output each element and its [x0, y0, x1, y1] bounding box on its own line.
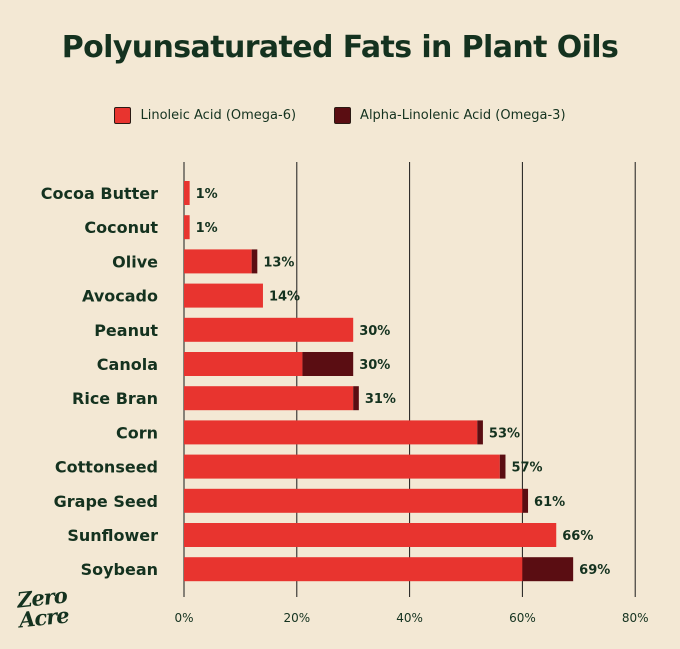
legend-swatch-omega3 [334, 107, 352, 124]
value-label: 14% [269, 290, 300, 305]
value-label: 31% [365, 392, 396, 407]
bar-omega6 [184, 317, 354, 342]
category-label: Cottonseed [55, 458, 158, 477]
category-label: Sunflower [67, 526, 158, 545]
legend-label-omega3: Alpha-Linolenic Acid (Omega-3) [360, 108, 566, 123]
bar-omega3 [353, 386, 359, 411]
bar-omega3 [477, 420, 483, 445]
bar-omega6 [184, 215, 190, 240]
category-label: Cocoa Butter [41, 184, 158, 203]
bar-omega3 [251, 249, 258, 274]
x-tick-label: 80% [622, 611, 649, 625]
category-label: Avocado [82, 287, 158, 306]
legend-item-omega6: Linoleic Acid (Omega-6) [114, 107, 296, 124]
x-tick-label: 0% [174, 611, 193, 625]
value-label: 13% [263, 255, 294, 270]
category-label: Grape Seed [54, 492, 158, 511]
value-label: 66% [562, 529, 593, 544]
bar-omega6 [184, 557, 523, 582]
bar-omega6 [184, 352, 303, 376]
legend: Linoleic Acid (Omega-6) Alpha-Linolenic … [0, 107, 680, 124]
bar-omega6 [184, 283, 263, 308]
bar-omega6 [184, 181, 190, 205]
zero-acre-logo: Zero Acre [16, 583, 70, 633]
bar-omega3 [302, 352, 354, 376]
bar-omega3 [522, 557, 574, 582]
category-label: Canola [97, 355, 158, 374]
category-label: Soybean [81, 560, 158, 579]
bar-omega6 [184, 523, 557, 547]
value-label: 61% [534, 495, 565, 510]
chart-title: Polyunsaturated Fats in Plant Oils [61, 30, 619, 65]
legend-item-omega3: Alpha-Linolenic Acid (Omega-3) [334, 107, 566, 124]
value-label: 1% [196, 187, 218, 202]
x-tick-label: 60% [509, 611, 536, 625]
logo-line-2: Acre [17, 602, 70, 633]
bar-omega6 [184, 386, 354, 411]
category-label: Rice Bran [72, 389, 158, 408]
x-tick-label: 20% [283, 611, 310, 625]
bar-omega6 [184, 488, 523, 513]
bar-omega6 [184, 420, 478, 445]
bar-omega3 [522, 488, 529, 513]
category-label: Corn [116, 423, 158, 442]
value-label: 53% [489, 426, 520, 441]
category-label: Coconut [84, 218, 158, 237]
legend-swatch-omega6 [114, 107, 132, 124]
bar-omega6 [184, 249, 252, 274]
value-label: 30% [359, 358, 390, 373]
category-label: Peanut [94, 321, 158, 340]
value-label: 1% [196, 221, 218, 236]
value-label: 57% [511, 461, 542, 476]
bar-omega3 [499, 454, 506, 479]
legend-label-omega6: Linoleic Acid (Omega-6) [140, 108, 297, 123]
value-label: 69% [579, 563, 610, 578]
bar-omega6 [184, 454, 500, 479]
category-label: Olive [112, 252, 158, 271]
x-tick-label: 40% [396, 611, 423, 625]
value-label: 30% [359, 324, 390, 339]
